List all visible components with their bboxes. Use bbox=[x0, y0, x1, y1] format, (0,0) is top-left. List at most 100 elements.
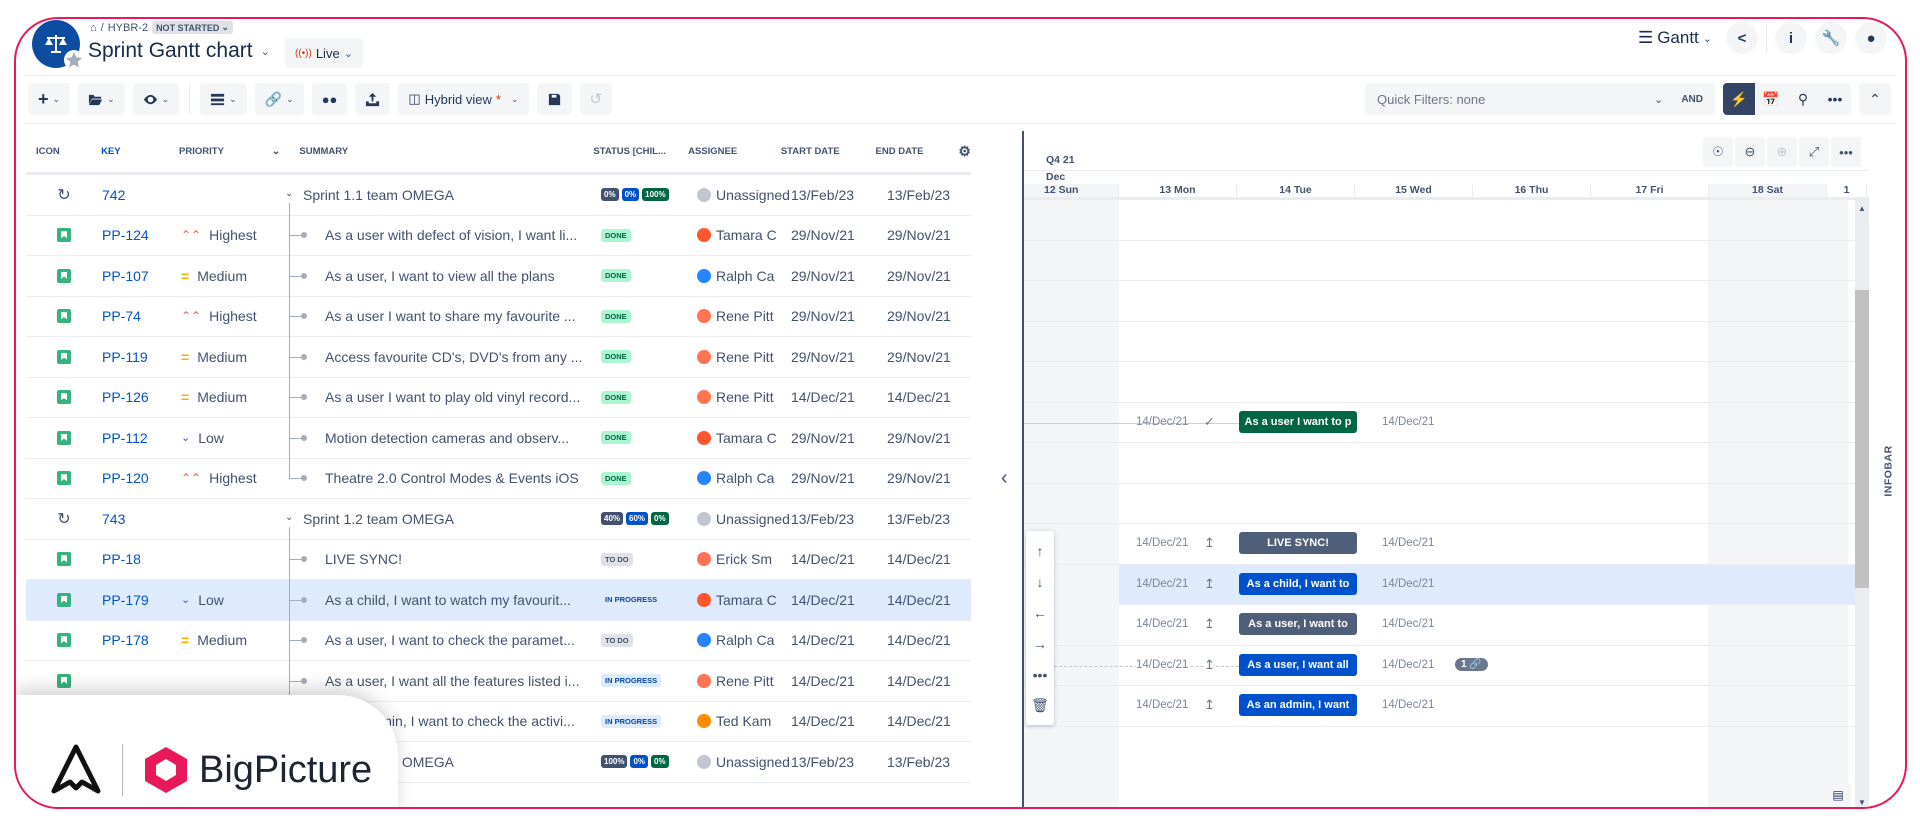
gantt-bar[interactable]: As an admin, I want bbox=[1239, 694, 1357, 716]
more-icon[interactable]: ••• bbox=[1032, 666, 1048, 683]
chevron-up-icon[interactable]: ⌃ bbox=[1869, 90, 1881, 107]
calendar-icon[interactable]: 📅 bbox=[1762, 90, 1780, 107]
vertical-scrollbar[interactable]: ▲ ▼ bbox=[1855, 200, 1869, 807]
table-row[interactable]: PP-18 LIVE SYNC! TO DO Erick Sm 14/Dec/2… bbox=[26, 538, 971, 580]
issue-key-link[interactable]: PP-124 bbox=[102, 227, 149, 244]
trash-icon[interactable]: 🗑 bbox=[1031, 697, 1049, 713]
avatar bbox=[697, 673, 711, 688]
table-row[interactable]: PP-126 = Medium As a user I want to play … bbox=[26, 376, 971, 418]
tree-connector: ⌄ bbox=[275, 175, 303, 216]
quick-filters-select[interactable]: Quick Filters: none ⌄ AND bbox=[1365, 83, 1715, 115]
issue-key-link[interactable]: PP-18 bbox=[102, 551, 141, 568]
columns-button[interactable]: ⌄ bbox=[200, 83, 247, 115]
table-row[interactable]: PP-124 ⌃⌃ Highest As a user with defect o… bbox=[26, 214, 971, 256]
collapse-panel-chevron-left-icon[interactable]: ‹ bbox=[1001, 467, 1008, 489]
visibility-button[interactable]: ⌄ bbox=[132, 83, 180, 115]
table-row-sprint[interactable]: ↻ 743 ⌄ Sprint 1.2 team OMEGA 40% 60% 0% U… bbox=[26, 499, 971, 540]
user-icon[interactable]: ● bbox=[1855, 22, 1887, 54]
column-header-assignee[interactable]: ASSIGNEE bbox=[688, 146, 738, 157]
arrow-down-icon[interactable]: ↓ bbox=[1036, 573, 1044, 590]
undo-button[interactable]: ↺ bbox=[579, 83, 613, 115]
issue-key-link[interactable]: PP-179 bbox=[102, 591, 149, 608]
issue-key-link[interactable]: PP-112 bbox=[102, 429, 148, 446]
table-row[interactable]: PP-107 = Medium As a user, I want to view… bbox=[26, 255, 971, 297]
expand-icon[interactable]: ⤢ bbox=[1799, 137, 1829, 167]
star-icon[interactable] bbox=[64, 50, 84, 70]
table-row[interactable]: PP-119 = Medium Access favourite CD's, DV… bbox=[26, 336, 971, 378]
more-icon[interactable]: ••• bbox=[1827, 91, 1843, 107]
scroll-down-icon[interactable]: ▼ bbox=[1858, 798, 1866, 807]
table-row-selected[interactable]: PP-179 ⌄ Low As a child, I want to watch … bbox=[26, 579, 971, 621]
issue-key-link[interactable]: 743 bbox=[102, 510, 126, 527]
wrench-icon[interactable]: 🔧 bbox=[1815, 22, 1847, 54]
gantt-bar[interactable]: As a user I want to p bbox=[1239, 410, 1357, 433]
lightning-icon[interactable]: ⚡ bbox=[1723, 83, 1755, 115]
issue-key-link[interactable]: PP-126 bbox=[102, 389, 149, 406]
arrow-up-icon[interactable]: ↑ bbox=[1036, 542, 1044, 559]
folder-button[interactable]: ⌄ bbox=[78, 83, 125, 115]
link-count-badge[interactable]: 1 🔗 bbox=[1455, 657, 1488, 671]
end-date: 29/Nov/21 bbox=[887, 470, 951, 487]
priority: ⌄ Low bbox=[181, 430, 275, 446]
issue-key-link[interactable]: PP-178 bbox=[102, 632, 149, 649]
table-row[interactable]: PP-178 = Medium As a user, I want to chec… bbox=[26, 619, 971, 661]
tree-connector bbox=[275, 660, 307, 702]
zoom-out-icon[interactable]: ⊖ bbox=[1735, 137, 1765, 167]
column-header-icon[interactable]: ICON bbox=[36, 146, 60, 157]
column-header-start-date[interactable]: START DATE bbox=[780, 146, 840, 157]
issue-key-link[interactable]: 742 bbox=[102, 186, 126, 203]
issue-key-link[interactable]: PP-119 bbox=[102, 348, 148, 365]
target-icon[interactable]: ☉ bbox=[1703, 137, 1733, 167]
issue-key-link[interactable]: PP-120 bbox=[102, 470, 149, 487]
gantt-bar[interactable]: As a user, I want to bbox=[1239, 613, 1357, 635]
live-mode-button[interactable]: ((•)) Live ⌄ bbox=[285, 38, 363, 68]
gantt-bar[interactable]: As a user, I want all bbox=[1239, 653, 1357, 676]
page-title[interactable]: Sprint Gantt chart ⌄ bbox=[88, 39, 270, 63]
issue-key-link[interactable]: PP-107 bbox=[102, 267, 149, 284]
map-icon[interactable]: ▤ bbox=[1825, 783, 1851, 807]
column-header-priority[interactable]: PRIORITY bbox=[179, 146, 224, 157]
assignee: Rene Pitt bbox=[697, 349, 791, 365]
info-icon[interactable]: i bbox=[1775, 22, 1807, 54]
module-selector[interactable]: ☰ Gantt ⌄ bbox=[1638, 28, 1712, 48]
start-date: 29/Nov/21 bbox=[791, 429, 855, 446]
collapse-all-toggle[interactable]: ⌄ bbox=[271, 146, 281, 157]
team-button[interactable]: ●● bbox=[311, 83, 348, 115]
view-selector-button[interactable]: ◫ Hybrid view * ⌄ bbox=[398, 83, 529, 115]
gantt-bar[interactable]: As a child, I want to bbox=[1239, 572, 1357, 595]
chevron-down-icon[interactable]: ⌄ bbox=[285, 188, 294, 199]
issue-key-link[interactable]: PP-74 bbox=[102, 308, 141, 325]
table-row[interactable]: As a user, I want all the features liste… bbox=[26, 660, 971, 702]
table-row[interactable]: PP-120 ⌃⌃ Highest Theatre 2.0 Control Mod… bbox=[26, 457, 971, 499]
story-icon bbox=[57, 390, 71, 405]
infobar-toggle[interactable]: INFOBAR bbox=[1871, 131, 1905, 807]
table-row[interactable]: PP-74 ⌃⌃ Highest As a user I want to shar… bbox=[26, 295, 971, 337]
arrow-left-icon[interactable]: ← bbox=[1033, 604, 1047, 621]
add-button[interactable]: + ⌄ bbox=[28, 83, 71, 115]
status-badge[interactable]: NOT STARTED ⌄ bbox=[152, 21, 233, 34]
scrollbar-thumb[interactable] bbox=[1855, 290, 1869, 588]
search-icon[interactable]: ⚲ bbox=[1797, 90, 1809, 107]
gantt-bar[interactable]: LIVE SYNC! bbox=[1239, 532, 1357, 554]
home-icon[interactable]: ⌂ bbox=[90, 21, 97, 34]
column-header-summary[interactable]: SUMMARY bbox=[299, 146, 349, 157]
column-header-end-date[interactable]: END DATE bbox=[875, 146, 924, 157]
column-header-status[interactable]: STATUS [CHIL... bbox=[593, 146, 666, 157]
export-button[interactable] bbox=[355, 83, 391, 115]
dependencies-button[interactable]: 🔗 ⌄ bbox=[254, 83, 304, 115]
chevron-down-icon[interactable]: ⌄ bbox=[285, 512, 294, 523]
scroll-up-icon[interactable]: ▲ bbox=[1858, 204, 1866, 213]
assignee-name: Unassigned bbox=[716, 753, 790, 770]
project-avatar[interactable] bbox=[32, 20, 80, 68]
more-icon[interactable]: ••• bbox=[1831, 137, 1861, 167]
table-row-sprint[interactable]: ↻ 742 ⌄ Sprint 1.1 team OMEGA 0% 0% 100% U… bbox=[26, 175, 971, 216]
arrow-right-icon[interactable]: → bbox=[1033, 635, 1047, 652]
column-header-key[interactable]: KEY bbox=[101, 146, 121, 157]
gear-icon[interactable]: ⚙ bbox=[958, 143, 971, 159]
save-view-button[interactable] bbox=[536, 83, 572, 115]
share-icon[interactable]: < bbox=[1726, 22, 1758, 54]
table-row[interactable]: PP-112 ⌄ Low Motion detection cameras and… bbox=[26, 417, 971, 459]
zoom-in-icon[interactable]: ⊕ bbox=[1767, 137, 1797, 167]
breadcrumb-project-key[interactable]: HYBR-2 bbox=[107, 21, 149, 34]
and-toggle[interactable]: AND bbox=[1681, 93, 1703, 105]
